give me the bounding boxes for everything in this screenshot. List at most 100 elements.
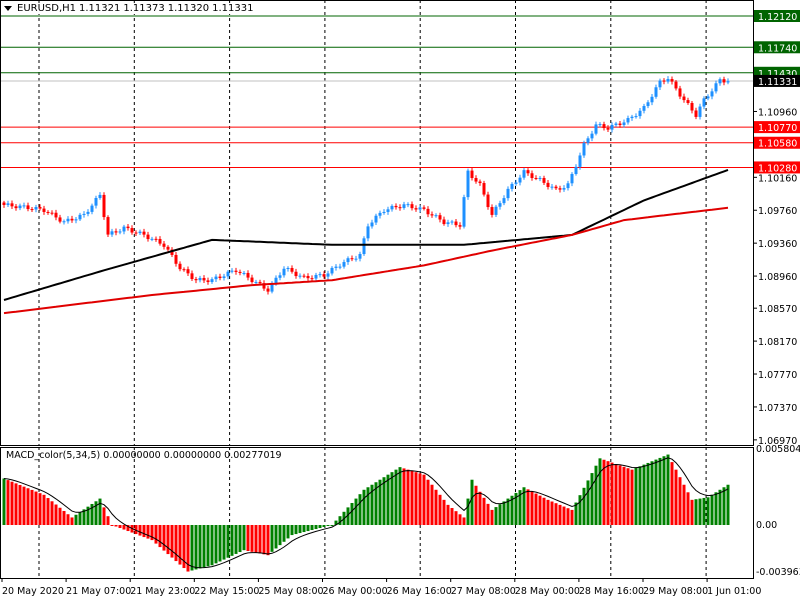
candle-body: [546, 182, 550, 187]
price-tick-label: 1.06970: [758, 436, 797, 447]
candle-body: [614, 123, 618, 125]
candle-body: [198, 277, 202, 281]
candle-body: [154, 238, 158, 240]
macd-bar: [78, 512, 82, 525]
candle-body: [278, 275, 282, 278]
macd-bar: [82, 509, 86, 525]
macd-bar: [126, 525, 130, 532]
candle-body: [638, 110, 642, 117]
macd-bar: [302, 525, 306, 533]
candle-body: [366, 226, 370, 239]
candle-body: [118, 231, 122, 233]
candles: [2, 76, 730, 295]
macd-bar: [170, 525, 174, 558]
candle-body: [502, 198, 506, 204]
macd-bar: [238, 525, 242, 553]
macd-bar: [150, 525, 154, 541]
macd-bar: [610, 462, 614, 525]
candle-body: [294, 271, 298, 277]
candle-body: [606, 128, 610, 130]
candle-body: [14, 206, 18, 209]
candle-body: [542, 177, 546, 183]
candle-body: [146, 234, 150, 240]
macd-bar: [722, 487, 726, 525]
candle-body: [122, 226, 126, 232]
macd-bar: [494, 507, 498, 525]
candle-body: [522, 170, 526, 178]
macd-bar: [718, 489, 722, 525]
candle-body: [490, 207, 494, 215]
time-label: 21 May 23:00: [130, 586, 195, 597]
candle-body: [290, 268, 294, 272]
macd-bar: [702, 497, 706, 525]
macd-tick-label: -0.003963: [756, 567, 800, 578]
candle-body: [390, 205, 394, 210]
candle-body: [494, 206, 498, 215]
macd-bar: [598, 458, 602, 525]
level-price-label: 1.10770: [758, 123, 797, 134]
candle-body: [130, 228, 134, 233]
candle-body: [578, 155, 582, 167]
macd-bar: [274, 525, 278, 549]
price-tick-label: 1.10960: [758, 107, 797, 118]
macd-bar: [686, 492, 690, 525]
macd-bar: [190, 525, 194, 571]
candle-body: [114, 231, 118, 233]
price-tick-label: 1.08960: [758, 272, 797, 283]
candle-body: [714, 83, 718, 92]
macd-bar: [462, 517, 466, 525]
candle-body: [258, 281, 262, 284]
macd-bar: [18, 485, 22, 525]
collapse-triangle-icon[interactable]: [4, 6, 12, 11]
macd-bar: [102, 507, 106, 525]
candle-body: [722, 79, 726, 83]
candle-body: [214, 276, 218, 280]
candle-body: [506, 188, 510, 199]
macd-pane: [2, 454, 730, 572]
macd-bar: [626, 468, 630, 525]
macd-bar: [230, 525, 234, 556]
candle-body: [182, 269, 186, 271]
macd-bar: [154, 525, 158, 544]
macd-bar: [678, 477, 682, 525]
candle-body: [582, 142, 586, 156]
candle-body: [2, 202, 6, 205]
macd-bar: [486, 503, 490, 525]
candle-body: [82, 213, 86, 215]
candle-body: [358, 254, 362, 259]
main-pane-border: [0, 0, 754, 446]
candle-body: [274, 277, 278, 284]
macd-bar: [10, 481, 14, 525]
time-label: 20 May 2020: [2, 586, 64, 597]
price-tick-label: 1.08170: [758, 337, 797, 348]
macd-bar: [318, 525, 322, 529]
current-price-tag: [754, 74, 800, 87]
candle-body: [414, 208, 418, 210]
macd-bar: [458, 514, 462, 525]
candle-body: [270, 283, 274, 292]
level-price-label: 1.12120: [758, 12, 797, 23]
macd-bar: [162, 525, 166, 551]
candle-body: [450, 221, 454, 223]
macd-bar: [310, 525, 314, 531]
candle-body: [150, 238, 154, 240]
macd-bar: [594, 465, 598, 525]
macd-bar: [138, 525, 142, 536]
candle-body: [178, 263, 182, 270]
macd-label: MACD_color(5,34,5): [6, 450, 101, 461]
candle-body: [610, 124, 614, 130]
candle-body: [222, 276, 226, 279]
candle-body: [38, 207, 42, 209]
moving-averages: [3, 168, 729, 315]
time-label: 21 May 07:00: [66, 586, 131, 597]
candle-body: [70, 218, 74, 221]
macd-bar: [178, 525, 182, 565]
macd-bar: [498, 504, 502, 525]
candle-body: [574, 166, 578, 174]
candle-body: [62, 221, 66, 223]
macd-bar: [66, 514, 70, 525]
candle-body: [398, 207, 402, 209]
macd-bar: [362, 489, 366, 525]
macd-bar: [210, 525, 214, 566]
